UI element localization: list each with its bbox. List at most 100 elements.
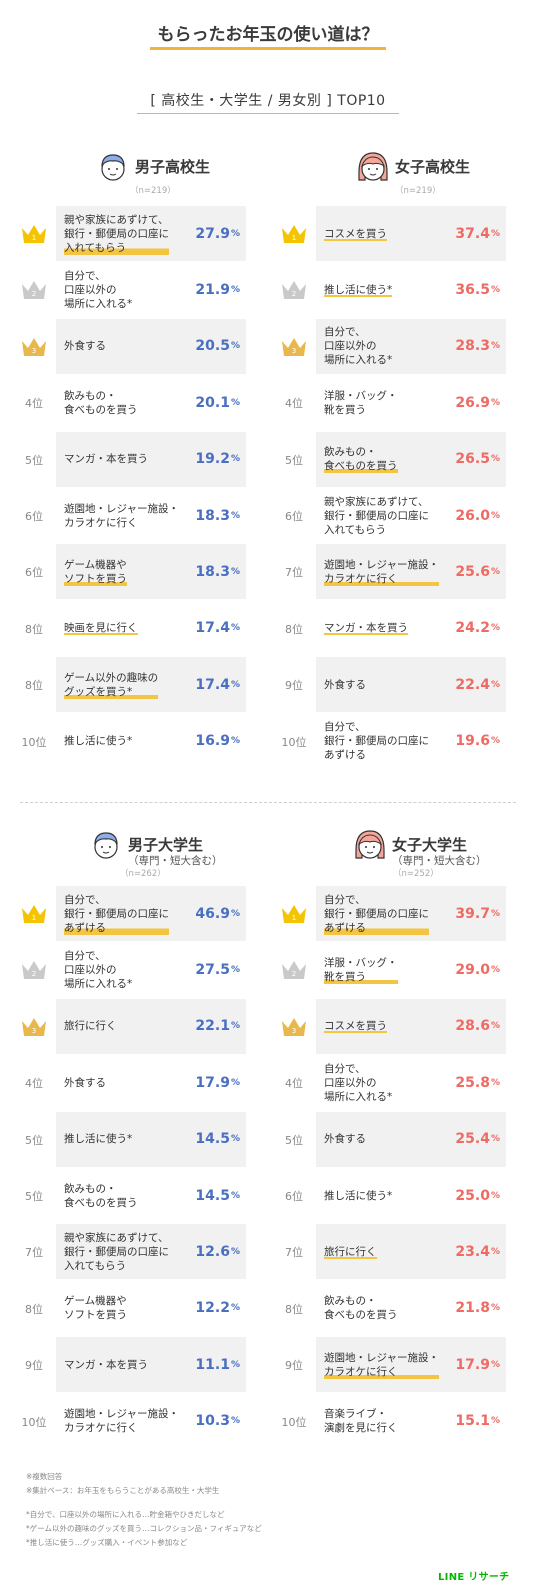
table-row: マンガ・本を買う 24.2%: [316, 601, 506, 656]
rank-label: 10位: [281, 1415, 307, 1429]
table-row: 遊園地・レジャー施設・ カラオケに行く 25.6%: [316, 544, 506, 600]
page-title: もらったお年玉の使い道は？: [157, 25, 379, 45]
row-value: 25.0%: [455, 1187, 500, 1204]
row-label: 飲みもの・ 食べものを買う: [324, 445, 398, 474]
row-label: マンガ・本を買う: [64, 1358, 148, 1371]
rank-label: 8位: [285, 1302, 303, 1316]
sample-size: （n=262）: [120, 869, 166, 879]
crown-rank-2-icon: 2: [12, 942, 56, 998]
svg-text:2: 2: [292, 970, 296, 978]
crown-rank-3-icon: 3: [12, 319, 56, 375]
table-row: マンガ・本を買う 19.2%: [56, 431, 246, 487]
table-row: 飲みもの・ 食べものを買う 21.8%: [316, 1281, 506, 1336]
crown-rank-1-icon: 1: [12, 886, 56, 942]
row-label: 外食する: [324, 678, 366, 691]
row-label: 自分で、 銀行・郵便局の口座に あずける: [324, 721, 429, 762]
table-row: コスメを買う 28.6%: [316, 998, 506, 1054]
male-university-face-icon: [88, 828, 124, 864]
table-row: ゲーム以外の趣味の グッズを買う* 17.4%: [56, 657, 246, 713]
svg-text:1: 1: [32, 234, 36, 242]
row-label: マンガ・本を買う: [324, 621, 408, 636]
svg-text:1: 1: [292, 914, 296, 922]
svg-text:2: 2: [32, 970, 36, 978]
row-value: 18.3%: [195, 507, 240, 524]
table-row: 洋服・バッグ・ 靴を買う 26.9%: [316, 375, 506, 430]
row-label: 自分で、 口座以外の 場所に入れる*: [324, 326, 393, 367]
svg-text:3: 3: [292, 1027, 296, 1035]
page-subtitle: [ 高校生・大学生 / 男女別 ] TOP10: [150, 93, 386, 109]
subtitle-underline: [137, 113, 399, 114]
row-value: 39.7%: [455, 905, 500, 922]
row-value: 24.2%: [455, 620, 500, 637]
row-label: コスメを買う: [324, 226, 387, 241]
table-row: 自分で、 口座以外の 場所に入れる* 27.5%: [56, 942, 246, 997]
crown-rank-1-icon: 1: [12, 206, 56, 262]
table-row: 遊園地・レジャー施設・ カラオケに行く 17.9%: [316, 1337, 506, 1393]
group-title: 女子高校生: [395, 158, 471, 176]
row-label: 外食する: [64, 1076, 106, 1089]
row-value: 27.9%: [195, 225, 240, 242]
table-row: 自分で、 銀行・郵便局の口座に あずける 46.9%: [56, 886, 246, 941]
row-label: 自分で、 口座以外の 場所に入れる*: [64, 949, 133, 990]
rank-label: 8位: [25, 622, 43, 636]
table-row: 洋服・バッグ・ 靴を買う 29.0%: [316, 942, 506, 997]
table-row: 外食する 17.9%: [56, 1055, 246, 1110]
row-value: 28.6%: [455, 1018, 500, 1035]
male-highschool-face-icon: [95, 150, 131, 186]
row-value: 20.1%: [195, 394, 240, 411]
rank-label: 5位: [25, 1133, 43, 1147]
row-label: ゲーム以外の趣味の グッズを買う*: [64, 670, 159, 699]
rank-label: 4位: [285, 397, 303, 411]
svg-text:2: 2: [32, 290, 36, 298]
table-row: 推し活に使う* 14.5%: [56, 1111, 246, 1167]
group-subtitle: （専門・短大含む）: [392, 855, 487, 867]
row-value: 16.9%: [195, 733, 240, 750]
row-value: 46.9%: [195, 905, 240, 922]
table-row: コスメを買う 37.4%: [316, 206, 506, 261]
svg-text:3: 3: [292, 347, 296, 355]
rank-label: 8位: [25, 679, 43, 693]
row-label: 映画を見に行く: [64, 621, 138, 636]
row-value: 23.4%: [455, 1243, 500, 1260]
row-label: 外食する: [324, 1133, 366, 1146]
row-label: 親や家族にあずけて、 銀行・郵便局の口座に 入れてもらう: [324, 495, 429, 536]
row-value: 22.4%: [455, 676, 500, 693]
table-row: 遊園地・レジャー施設・ カラオケに行く 10.3%: [56, 1394, 246, 1449]
note-base: ※集計ベース：お年玉をもらうことがある高校生・大学生: [26, 1486, 220, 1495]
row-label: コスメを買う: [324, 1019, 387, 1034]
row-value: 25.4%: [455, 1131, 500, 1148]
row-value: 29.0%: [455, 961, 500, 978]
row-value: 26.5%: [455, 451, 500, 468]
table-row: 推し活に使う* 25.0%: [316, 1168, 506, 1223]
table-row: 音楽ライブ・ 演劇を見に行く 15.1%: [316, 1394, 506, 1449]
row-value: 17.9%: [195, 1074, 240, 1091]
row-label: 推し活に使う*: [324, 1189, 393, 1202]
sample-size: （n=219）: [130, 186, 176, 196]
crown-rank-3-icon: 3: [272, 319, 316, 375]
row-label: 飲みもの・ 食べものを買う: [64, 1182, 138, 1209]
svg-text:3: 3: [32, 347, 36, 355]
row-value: 25.8%: [455, 1074, 500, 1091]
rank-label: 6位: [25, 510, 43, 523]
row-label: ゲーム機器や ソフトを買う: [64, 557, 127, 586]
table-row: 旅行に行く 22.1%: [56, 998, 246, 1054]
row-label: 親や家族にあずけて、 銀行・郵便局の口座に 入れてもらう: [64, 212, 169, 255]
row-value: 14.5%: [195, 1187, 240, 1204]
row-value: 22.1%: [195, 1018, 240, 1035]
rank-label: 4位: [25, 397, 43, 411]
svg-text:1: 1: [292, 234, 296, 242]
row-label: 外食する: [64, 340, 106, 353]
row-value: 17.4%: [195, 676, 240, 693]
rank-label: 7位: [25, 1246, 43, 1260]
row-value: 21.8%: [455, 1300, 500, 1317]
rank-label: 5位: [285, 453, 303, 467]
row-value: 10.3%: [195, 1413, 240, 1430]
row-label: 洋服・バッグ・ 靴を買う: [324, 955, 398, 984]
female-university-face-icon: [352, 828, 388, 864]
row-label: 飲みもの・ 食べものを買う: [324, 1295, 398, 1322]
group-title: 男子高校生: [135, 158, 211, 176]
row-label: 推し活に使う*: [64, 1133, 133, 1146]
row-label: 自分で、 銀行・郵便局の口座に あずける: [64, 892, 169, 935]
group-title: 女子大学生: [392, 836, 468, 854]
row-value: 20.5%: [195, 338, 240, 355]
